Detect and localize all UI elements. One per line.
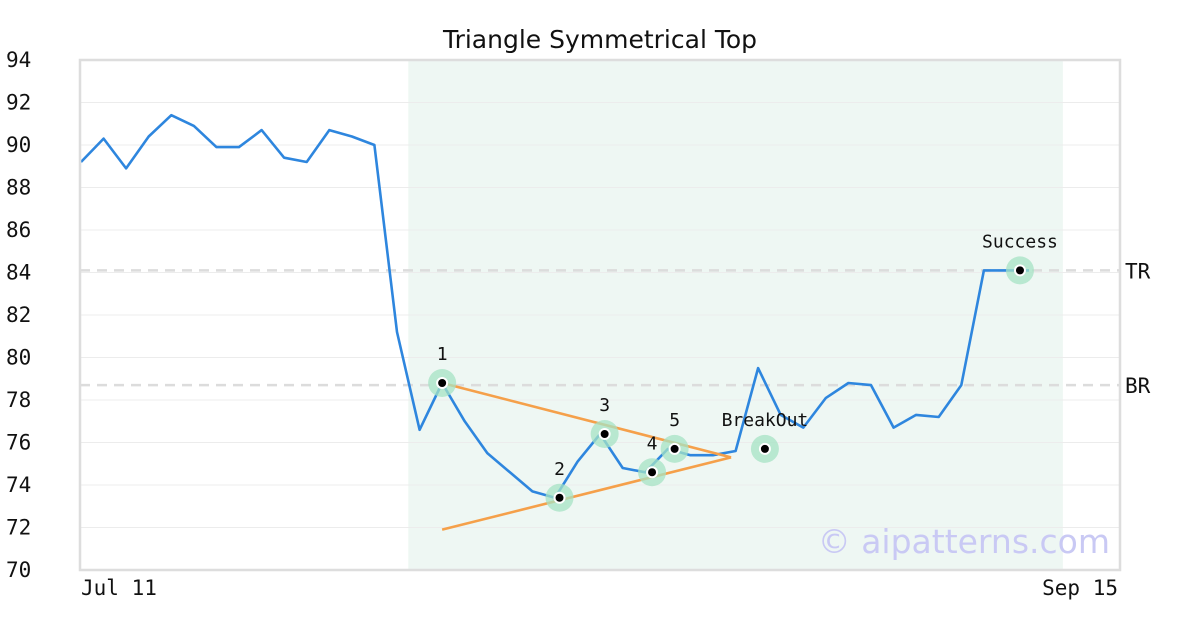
y-tick-label: 78 (6, 388, 31, 412)
point-marker (646, 466, 659, 479)
y-tick-label: 88 (6, 176, 31, 200)
x-tick-label: Jul 11 (81, 576, 157, 600)
point-label: 3 (599, 395, 610, 416)
y-tick-label: 74 (6, 473, 31, 497)
point-label: 5 (669, 410, 680, 431)
y-tick-label: 84 (6, 261, 31, 285)
y-tick-label: 70 (6, 558, 31, 582)
point-label: BreakOut (722, 410, 809, 431)
level-label: BR (1125, 374, 1151, 398)
point-label: Success (982, 231, 1058, 252)
point-label: 1 (437, 344, 448, 365)
tick-labels-layer: 70 72 74 76 78 80 82 84 86 88 90 92 94 Jul 11 Sep 15 (6, 48, 1118, 600)
point-marker (1013, 264, 1026, 277)
point-marker (436, 377, 449, 389)
level-lines-layer: TR BR (80, 259, 1151, 398)
y-tick-label: 76 (6, 431, 31, 455)
x-tick-label: Sep 15 (1042, 576, 1118, 600)
plot-frame (78, 58, 1122, 572)
point-marker (598, 428, 611, 440)
trend-line (441, 456, 732, 531)
y-tick-label: 92 (6, 91, 31, 115)
point-label: 4 (647, 433, 658, 454)
chart-title: Triangle Symmetrical Top (442, 25, 757, 54)
y-tick-label: 80 (6, 346, 31, 370)
point-label: 2 (554, 459, 565, 480)
y-tick-label: 72 (6, 516, 31, 540)
level-label: TR (1125, 259, 1151, 283)
y-tick-label: 82 (6, 303, 31, 327)
y-tick-label: 86 (6, 218, 31, 242)
point-marker (553, 491, 566, 504)
y-tick-label: 90 (6, 133, 31, 157)
points-layer: 1 2 3 45 BreakOut Success (428, 231, 1058, 512)
point-marker (758, 442, 771, 455)
watermark: © aipatterns.com (818, 522, 1110, 561)
point-marker (668, 442, 681, 455)
y-tick-label: 94 (6, 48, 31, 72)
